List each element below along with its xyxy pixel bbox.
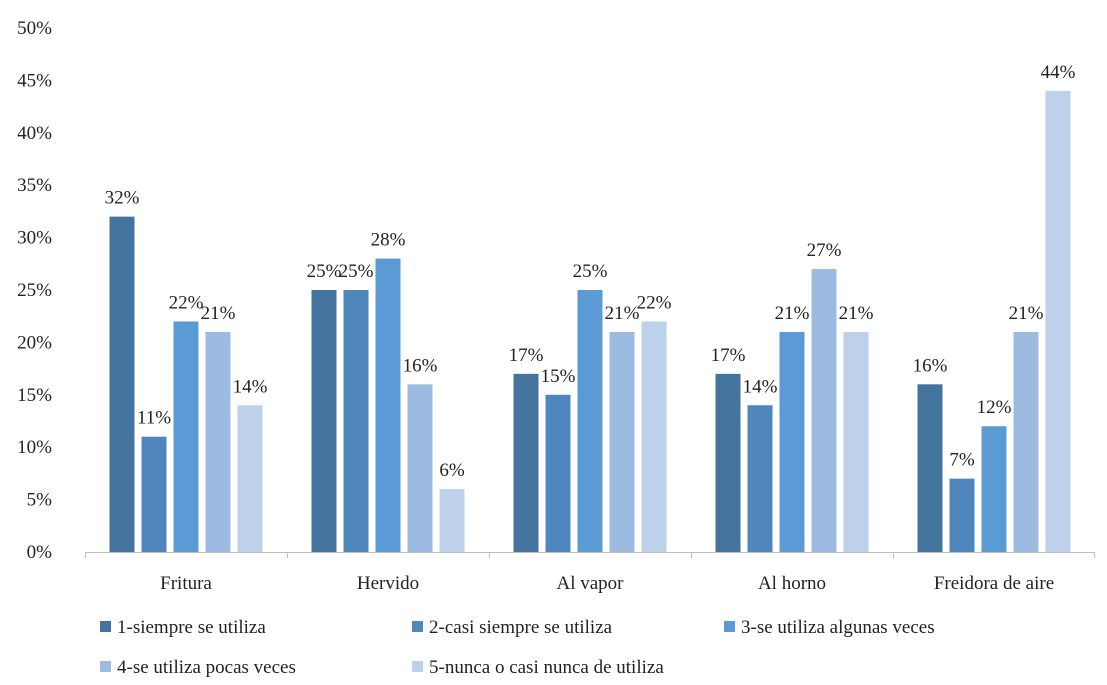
legend-swatch <box>412 621 423 632</box>
y-tick-label: 20% <box>17 332 52 353</box>
legend-item: 3-se utiliza algunas veces <box>724 617 935 638</box>
bar-value-label: 14% <box>743 376 778 397</box>
bar-value-label: 14% <box>233 376 268 397</box>
bar <box>1014 332 1039 552</box>
bar-value-label: 16% <box>913 355 948 376</box>
bar <box>344 290 369 552</box>
legend-swatch <box>100 621 111 632</box>
legend-item: 2-casi siempre se utiliza <box>412 617 613 638</box>
bar <box>610 332 635 552</box>
bar-value-label: 21% <box>1009 303 1044 324</box>
bar-value-label: 21% <box>605 303 640 324</box>
bar <box>312 290 337 552</box>
y-tick-label: 30% <box>17 228 52 249</box>
x-category-label: Freidora de aire <box>934 573 1054 594</box>
bar <box>1046 91 1071 552</box>
bar-value-label: 44% <box>1041 62 1076 83</box>
y-tick-label: 15% <box>17 385 52 406</box>
x-axis: Fritura Hervido Al vapor Al horno Freidora d… <box>85 552 1095 594</box>
legend-item: 1-siempre se utiliza <box>100 617 266 638</box>
bar <box>238 405 263 552</box>
bar-value-label: 32% <box>105 188 140 209</box>
bar-value-label: 25% <box>573 261 608 282</box>
x-category-label: Al horno <box>758 573 826 594</box>
x-category-label: Hervido <box>357 573 419 594</box>
bar-value-label: 21% <box>201 303 236 324</box>
bars-group <box>110 91 1071 552</box>
bar-value-label: 17% <box>711 345 746 366</box>
bar <box>780 332 805 552</box>
x-category-label: Al vapor <box>556 573 624 594</box>
bar-value-label: 11% <box>137 408 171 429</box>
bar-value-label: 28% <box>371 230 406 251</box>
y-tick-label: 5% <box>27 490 53 511</box>
legend-label: 2-casi siempre se utiliza <box>429 617 613 638</box>
bar <box>546 395 571 552</box>
legend-label: 5-nunca o casi nunca de utiliza <box>429 657 664 678</box>
bar <box>110 217 135 552</box>
bar-value-label: 15% <box>541 366 576 387</box>
bar <box>142 437 167 552</box>
y-axis: 0% 5% 10% 15% 20% 25% 30% 35% 40% 45% 50% <box>17 18 52 563</box>
bar <box>578 290 603 552</box>
legend-item: 5-nunca o casi nunca de utiliza <box>412 657 664 678</box>
y-tick-label: 45% <box>17 70 52 91</box>
bar-value-label: 22% <box>637 292 672 313</box>
bar-value-label: 17% <box>509 345 544 366</box>
legend: 1-siempre se utiliza 2-casi siempre se ut… <box>100 617 935 678</box>
bar-value-label: 25% <box>339 261 374 282</box>
legend-label: 4-se utiliza pocas veces <box>117 657 296 678</box>
bar-value-label: 6% <box>439 460 465 481</box>
bar <box>408 384 433 552</box>
y-tick-label: 40% <box>17 123 52 144</box>
bar-value-label: 22% <box>169 292 204 313</box>
y-tick-label: 0% <box>27 542 53 563</box>
bar-value-label: 25% <box>307 261 342 282</box>
bar-value-label: 27% <box>807 240 842 261</box>
bar <box>206 332 231 552</box>
y-tick-label: 50% <box>17 18 52 39</box>
legend-swatch <box>724 621 735 632</box>
bar <box>812 269 837 552</box>
bar <box>844 332 869 552</box>
legend-item: 4-se utiliza pocas veces <box>100 657 296 678</box>
y-tick-label: 35% <box>17 175 52 196</box>
bar <box>642 321 667 552</box>
y-tick-label: 10% <box>17 437 52 458</box>
bar-value-label: 21% <box>775 303 810 324</box>
bar <box>514 374 539 552</box>
bar-value-label: 16% <box>403 355 438 376</box>
legend-swatch <box>100 661 111 672</box>
bar <box>716 374 741 552</box>
bar-value-label: 21% <box>839 303 874 324</box>
bar <box>982 426 1007 552</box>
x-category-label: Fritura <box>160 573 212 594</box>
bar-value-label: 7% <box>949 450 975 471</box>
bar <box>376 259 401 552</box>
legend-label: 1-siempre se utiliza <box>117 617 266 638</box>
bar <box>440 489 465 552</box>
bar <box>950 479 975 552</box>
bar <box>918 384 943 552</box>
bar-value-label: 12% <box>977 397 1012 418</box>
bar <box>174 321 199 552</box>
legend-label: 3-se utiliza algunas veces <box>741 617 935 638</box>
legend-swatch <box>412 661 423 672</box>
y-tick-label: 25% <box>17 280 52 301</box>
bar <box>748 405 773 552</box>
